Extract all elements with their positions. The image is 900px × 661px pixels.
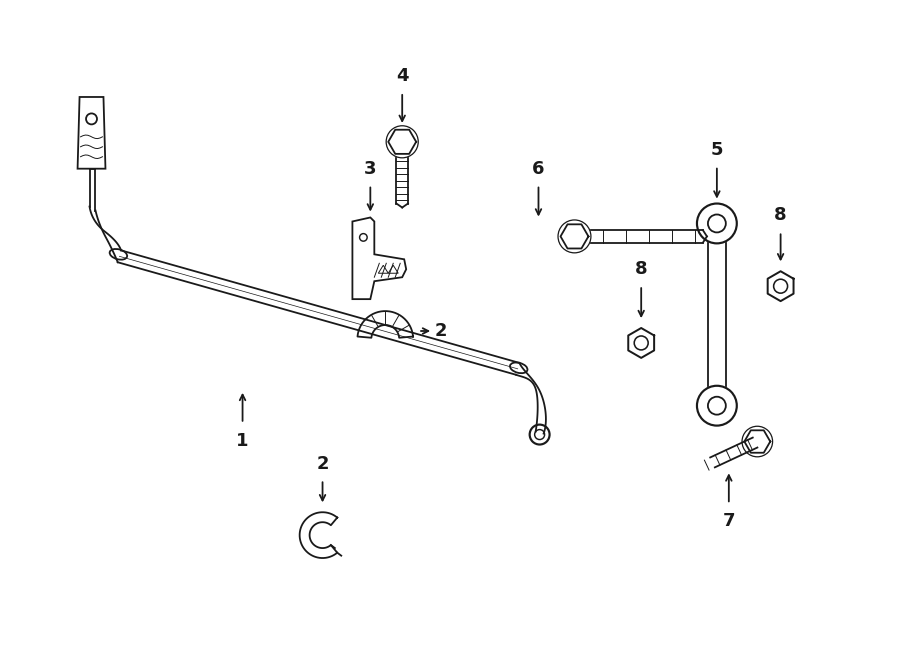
Text: 8: 8	[774, 206, 787, 225]
Text: 8: 8	[634, 260, 647, 278]
Text: 2: 2	[316, 455, 328, 473]
Text: 7: 7	[723, 512, 735, 530]
Text: 3: 3	[364, 160, 376, 178]
Text: 1: 1	[237, 432, 248, 449]
Text: 4: 4	[396, 67, 409, 85]
Text: 2: 2	[435, 322, 447, 340]
Text: 6: 6	[532, 160, 544, 178]
Text: 5: 5	[711, 141, 723, 159]
